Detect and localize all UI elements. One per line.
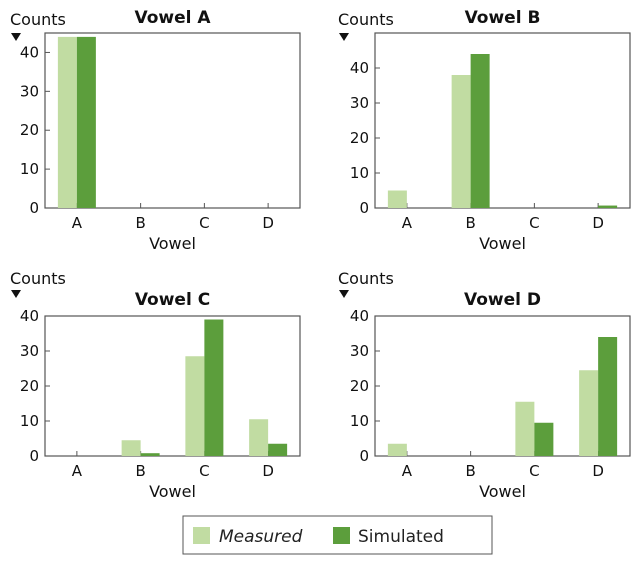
y-tick-label: 40 (350, 307, 369, 325)
y-tick-label: 40 (350, 59, 369, 77)
chart-title: Vowel C (135, 290, 210, 310)
simulated-bar-a (76, 36, 96, 209)
y-tick-label: 20 (20, 121, 39, 139)
chart-title: Vowel B (465, 8, 541, 28)
measured-bar-a (57, 36, 77, 209)
y-tick-label: 30 (20, 82, 39, 100)
simulated-bar-d (598, 205, 618, 208)
y-tick-label: 10 (350, 164, 369, 182)
x-tick-label: D (592, 214, 604, 232)
y-tick-label: 30 (350, 342, 369, 360)
y-tick-label: 20 (20, 377, 39, 395)
legend-simulated-label: Simulated (358, 527, 444, 547)
simulated-bar-d (268, 443, 288, 456)
x-axis-label: Vowel (149, 234, 196, 253)
legend-simulated-swatch (333, 527, 350, 544)
y-tick-label: 20 (350, 377, 369, 395)
x-tick-label: B (135, 214, 145, 232)
x-tick-label: D (262, 214, 274, 232)
x-tick-label: A (402, 462, 413, 480)
x-tick-label: C (199, 462, 209, 480)
y-tick-label: 0 (359, 447, 369, 465)
measured-bar-d (249, 419, 269, 456)
y-tick-label: 30 (350, 94, 369, 112)
y-axis-label: Counts (10, 269, 66, 288)
y-tick-label: 30 (20, 342, 39, 360)
chart-panel-3: Vowel C Counts 0 10 20 30 40 A B C D Vowel (10, 269, 301, 501)
chart-title: Vowel A (134, 8, 211, 28)
y-tick-label: 0 (29, 447, 39, 465)
x-axis-label: Vowel (149, 482, 196, 501)
y-tick-label: 40 (20, 43, 39, 61)
y-tick-label: 10 (350, 412, 369, 430)
x-tick-label: B (465, 214, 475, 232)
x-tick-label: B (135, 462, 145, 480)
x-axis-label: Vowel (479, 482, 526, 501)
measured-bar-a (387, 443, 407, 456)
x-tick-label: C (199, 214, 209, 232)
y-tick-label: 10 (20, 412, 39, 430)
legend-measured-swatch (193, 527, 210, 544)
simulated-bar-b (470, 54, 490, 208)
x-tick-label: A (402, 214, 413, 232)
chart-panel-4: Vowel D Counts 0 10 20 30 40 A B C D Vowel (338, 269, 631, 501)
measured-bar-b (451, 75, 471, 208)
y-tick-label: 0 (29, 199, 39, 217)
measured-bar-c (515, 401, 535, 456)
plot-frame (44, 32, 301, 209)
x-tick-label: C (529, 462, 539, 480)
down-arrow-icon (11, 290, 21, 298)
measured-bar-c (185, 356, 205, 456)
legend: Measured Simulated (182, 515, 493, 555)
y-tick-label: 0 (359, 199, 369, 217)
y-tick-label: 10 (20, 160, 39, 178)
chart-panel-1: Vowel A Counts 0 10 20 30 40 A B C D Vowel (10, 8, 301, 253)
simulated-bar-b (140, 453, 160, 456)
x-tick-label: A (72, 214, 83, 232)
measured-bar-d (579, 370, 599, 456)
x-axis-label: Vowel (479, 234, 526, 253)
y-axis-label: Counts (338, 269, 394, 288)
x-tick-label: D (592, 462, 604, 480)
chart-title: Vowel D (464, 290, 541, 310)
y-tick-label: 40 (20, 307, 39, 325)
plot-frame (374, 32, 631, 209)
down-arrow-icon (339, 33, 349, 41)
y-axis-label: Counts (10, 10, 66, 29)
measured-bar-a (387, 190, 407, 208)
chart-panel-2: Vowel B Counts 0 10 20 30 40 A B C D Vowel (338, 8, 631, 253)
simulated-bar-d (598, 337, 618, 456)
simulated-bar-c (204, 319, 224, 456)
x-tick-label: A (72, 462, 83, 480)
down-arrow-icon (11, 33, 21, 41)
y-tick-label: 20 (350, 129, 369, 147)
x-tick-label: D (262, 462, 274, 480)
x-tick-label: C (529, 214, 539, 232)
simulated-bar-c (534, 422, 554, 456)
measured-bar-b (121, 440, 141, 456)
y-axis-label: Counts (338, 10, 394, 29)
legend-measured-label: Measured (219, 527, 303, 547)
x-tick-label: B (465, 462, 475, 480)
down-arrow-icon (339, 290, 349, 298)
